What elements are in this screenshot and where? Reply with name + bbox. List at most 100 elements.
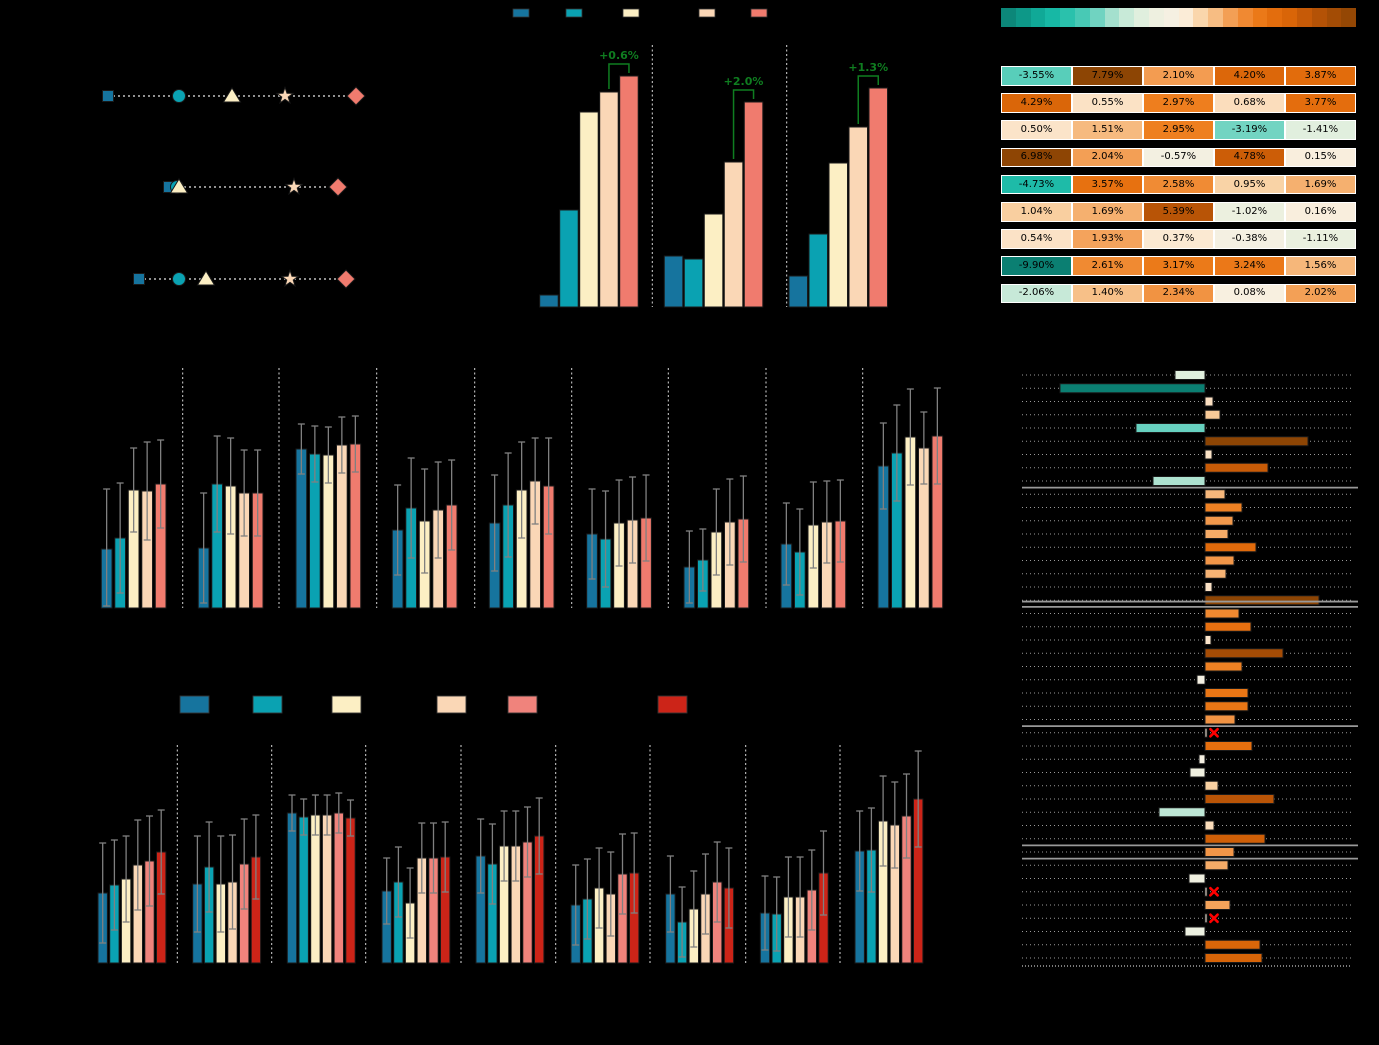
colorbar-segment [1178,8,1194,27]
dot-plot-chart [102,85,366,289]
heatmap-cell: -4.73% [1001,174,1072,195]
x-marker [1209,727,1219,738]
heatmap-cell: -0.57% [1143,147,1214,168]
colorbar-segment [1237,8,1253,27]
h-bar [1158,807,1206,818]
heatmap-cell: 0.50% [1001,120,1072,140]
colorbar-segment [1104,8,1120,27]
h-bar [1204,582,1213,592]
colorbar-segment [1311,8,1327,27]
h-bar [1204,515,1234,526]
h-bar [1204,648,1284,659]
heatmap-cell: -3.55% [1001,66,1072,86]
h-bar [1174,370,1206,380]
colorbar-segment [1163,8,1179,27]
legend-swatch [507,695,538,714]
colorbar-segment [1296,8,1312,27]
legend-swatch [750,8,768,18]
marker-star [284,176,304,196]
bar [703,213,724,308]
h-bar [1204,780,1219,791]
heatmap-cell: -9.90% [1001,256,1072,276]
legend-swatch [179,695,210,714]
h-bar [1204,608,1240,619]
marker-circle [172,272,186,286]
heatmap-cell: 1.56% [1285,256,1356,276]
annotation-label: +1.3% [848,61,888,74]
tornado-chart [1022,370,1358,967]
bar [559,209,579,308]
heatmap-cell: 1.69% [1285,174,1356,195]
heatmap-cell: 2.97% [1143,93,1214,113]
h-bar [1204,741,1253,751]
h-bar [1204,489,1226,500]
top-grouped-bar-chart: +0.6% +2.0% +1.3% [512,8,888,308]
colorbar-segment [1089,8,1105,27]
marker-star [275,85,295,105]
heatmap-cell: 0.16% [1285,202,1356,222]
colorbar-segment [1208,8,1223,27]
bottom-grouped-bar-chart [97,695,924,964]
bar [619,75,639,308]
bar [723,161,744,308]
h-bar [1204,436,1309,447]
h-bar [1204,409,1221,420]
heatmap-cell: 0.68% [1214,93,1285,113]
h-bar [1152,476,1206,486]
colorbar-segment [1074,8,1090,27]
colorbar-segment [1060,8,1075,27]
bar [599,91,619,308]
heatmap-cell: 4.78% [1214,147,1285,168]
marker-diamond [328,177,348,197]
colorbar-segment [1134,8,1149,27]
h-bar [1189,767,1206,778]
h-bar [1204,833,1266,844]
h-bar [1204,820,1215,831]
colorbar-segment [1341,8,1357,27]
h-bar [1204,542,1257,553]
h-bar [1188,873,1206,884]
heatmap-cell: -1.41% [1285,120,1356,140]
heatmap-cell: 2.34% [1143,283,1214,304]
heatmap-cell: 6.98% [1001,147,1072,168]
h-bar [1204,714,1236,725]
colorbar-segment [1252,8,1268,27]
marker-triangle [222,87,242,103]
heatmap-cell: 3.77% [1285,93,1356,113]
heatmap-cell: 4.29% [1001,93,1072,113]
h-bar [1204,621,1252,632]
x-marker [1209,886,1219,897]
h-bar [1204,396,1214,407]
marker-diamond [346,86,366,106]
heatmap-cell: 3.17% [1143,256,1214,276]
heatmap-panel: -3.55% 7.79% 2.10% 4.20% 3.87% 4.29% 0.55% 2.97… [1001,8,1357,308]
bar [298,816,309,964]
colorbar-segment [1030,8,1046,27]
heatmap-cell: 2.04% [1072,147,1143,168]
colorbar-segment [1267,8,1283,27]
h-bar [1204,794,1275,804]
heatmap-grid: -3.55% 7.79% 2.10% 4.20% 3.87% 4.29% 0.55% 2.97… [1001,8,1357,308]
bar [345,817,356,964]
marker-diamond [336,269,356,289]
middle-grouped-bar-chart [100,368,944,609]
heatmap-cell: 4.20% [1214,66,1285,86]
heatmap-cell: 1.93% [1072,229,1143,249]
h-bar [1204,900,1231,910]
heatmap-cell: 1.69% [1072,202,1143,222]
marker-square [102,90,114,102]
colorbar [1001,8,1357,27]
h-bar [1204,886,1208,897]
heatmap-cell: -3.19% [1214,120,1285,140]
heatmap-cell: 2.58% [1143,174,1214,195]
heatmap-cell: 1.51% [1072,120,1143,140]
bar [788,275,808,308]
h-bar [1204,661,1243,672]
h-bar [1204,688,1249,698]
legend-swatch [512,8,530,18]
annotation-label: +0.6% [599,49,639,62]
bar [579,111,599,308]
annotation-bracket [857,75,879,124]
marker-square [133,273,145,285]
heatmap-cell: 1.04% [1001,202,1072,222]
